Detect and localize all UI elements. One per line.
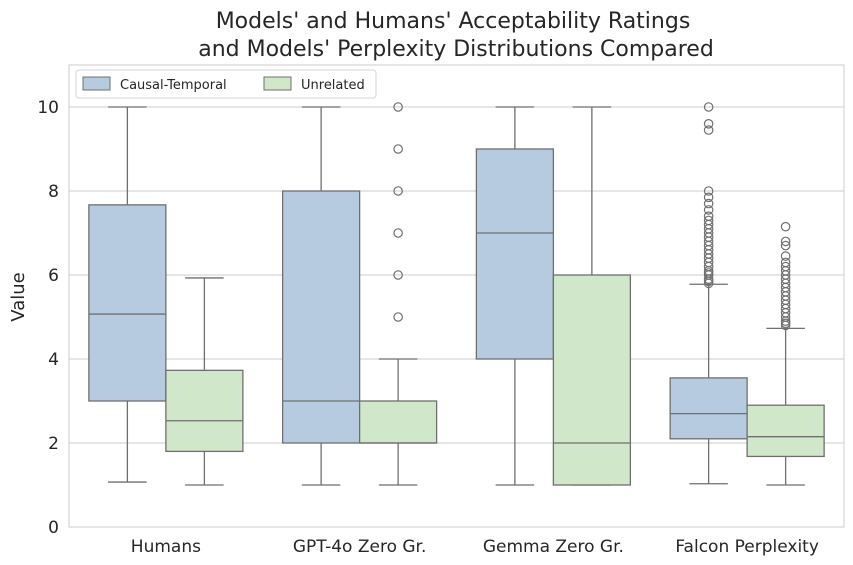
outlier-point — [703, 211, 714, 221]
box-unrelated-1 — [358, 102, 438, 486]
outlier-point — [780, 221, 791, 232]
outlier-point — [703, 186, 714, 196]
outlier-point — [703, 125, 714, 135]
x-tick-label: Gemma Zero Gr. — [483, 537, 624, 557]
outlier-point — [780, 261, 791, 272]
outlier-point — [393, 312, 403, 322]
outlier-point — [393, 102, 403, 112]
y-tick-label: 8 — [48, 182, 59, 202]
x-tick-label: Falcon Perplexity — [675, 537, 819, 557]
iqr-box — [746, 404, 825, 458]
outlier-point — [780, 251, 791, 261]
outlier-point — [393, 144, 403, 154]
outlier-point — [703, 102, 714, 112]
iqr-box — [88, 204, 167, 402]
legend-label: Unrelated — [301, 78, 365, 93]
box-unrelated-3 — [746, 221, 825, 486]
x-axis-ticks: Humans GPT-4o Zero Gr. Gemma Zero Gr. Falco… — [131, 537, 819, 557]
y-tick-label: 0 — [48, 518, 59, 538]
box-groups — [88, 102, 825, 486]
iqr-box — [358, 400, 438, 444]
outlier-point — [703, 119, 714, 129]
iqr-box — [475, 148, 555, 360]
y-axis-ticks: 0 2 4 6 8 10 — [37, 98, 59, 538]
legend-swatch — [82, 76, 111, 91]
x-tick-label: GPT-4o Zero Gr. — [293, 537, 427, 557]
legend-swatch — [263, 76, 292, 91]
outlier-point — [703, 192, 714, 203]
box-causal-temporal-3 — [669, 102, 748, 485]
y-tick-label: 6 — [48, 266, 59, 286]
outlier-point — [703, 198, 714, 209]
y-tick-label: 2 — [48, 434, 59, 454]
iqr-box — [281, 190, 361, 444]
y-axis-label: Value — [8, 272, 29, 321]
legend: Causal-Temporal Unrelated — [75, 69, 377, 99]
iqr-box — [165, 369, 244, 453]
x-tick-label: Humans — [131, 537, 201, 557]
outlier-point — [780, 257, 791, 268]
box-causal-temporal-2 — [475, 106, 555, 486]
box-unrelated-0 — [165, 277, 244, 486]
y-tick-label: 4 — [48, 350, 59, 370]
chart-title-line-2: and Models' Perplexity Distributions Com… — [198, 37, 714, 62]
outlier-point — [780, 236, 791, 247]
legend-label: Causal-Temporal — [120, 78, 227, 93]
iqr-box — [669, 377, 748, 440]
box-causal-temporal-0 — [88, 106, 167, 483]
outlier-point — [703, 205, 714, 215]
outlier-point — [393, 270, 403, 280]
chart-title-line-1: Models' and Humans' Acceptability Rating… — [216, 9, 691, 34]
box-causal-temporal-1 — [281, 106, 361, 486]
y-tick-label: 10 — [37, 98, 59, 118]
box-unrelated-2 — [552, 106, 632, 486]
outlier-point — [393, 186, 403, 196]
legend-frame — [75, 69, 377, 99]
outlier-point — [780, 240, 791, 251]
gridlines — [69, 106, 844, 444]
outlier-point — [393, 228, 403, 238]
plot-area-frame — [68, 64, 845, 528]
iqr-box — [552, 274, 632, 486]
outlier-point — [703, 215, 714, 226]
